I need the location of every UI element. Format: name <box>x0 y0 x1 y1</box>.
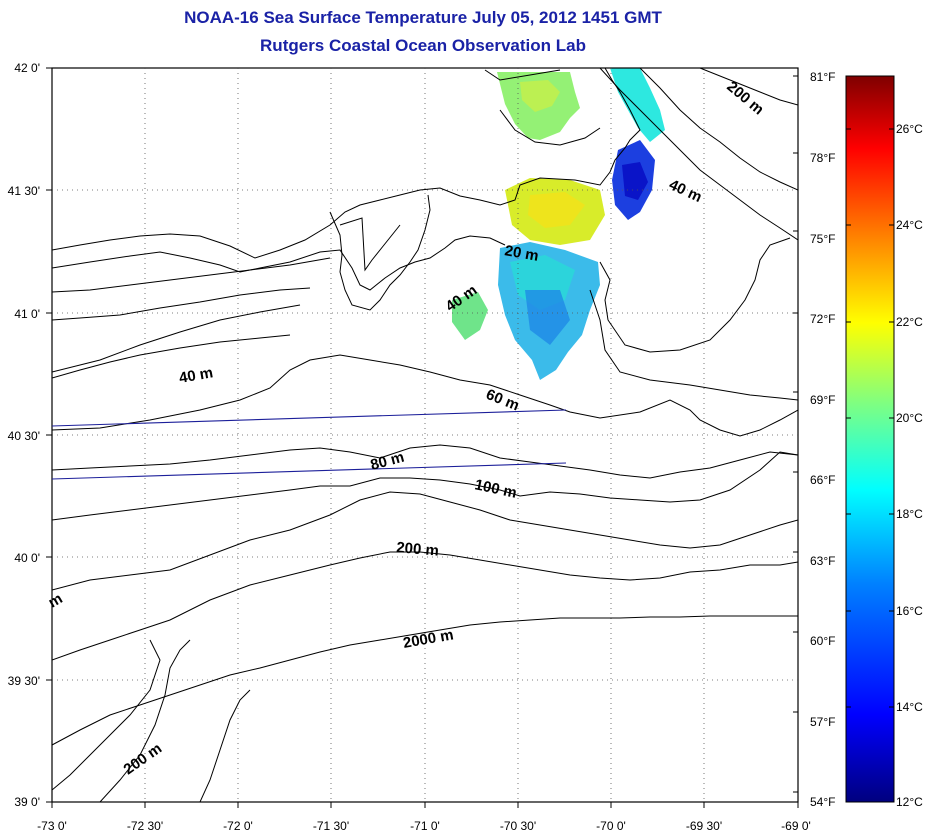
lon-label: -71 0' <box>410 819 440 833</box>
lon-label: -69 0' <box>781 819 811 833</box>
colorbar-c-label: 14°C <box>896 700 923 714</box>
contour-label: 2000 m <box>402 626 455 652</box>
map-subtitle: Rutgers Coastal Ocean Observation Lab <box>260 36 586 55</box>
lat-label: 39 30' <box>8 674 40 688</box>
contour-label: 200 m <box>723 78 767 118</box>
lon-label: -72 0' <box>223 819 253 833</box>
colorbar-f-label: 69°F <box>810 393 835 407</box>
sst-data-layer <box>452 68 665 380</box>
colorbar-f-label: 60°F <box>810 634 835 648</box>
lat-label: 41 0' <box>14 307 40 321</box>
colorbar-f-label: 81°F <box>810 70 835 84</box>
contour-labels: 200 m 40 m 20 m 40 m 40 m 60 m 80 m 100 … <box>46 78 767 778</box>
cross-shelf-lines <box>51 409 567 480</box>
contour-label: m <box>46 590 66 611</box>
contour-label: 200 m <box>121 740 166 778</box>
colorbar-c-label: 24°C <box>896 218 923 232</box>
axis-ticks <box>46 67 799 808</box>
contour-label: 80 m <box>369 449 406 474</box>
contour-label: 200 m <box>396 539 440 560</box>
lat-label: 40 0' <box>14 551 40 565</box>
lon-label: -71 30' <box>313 819 349 833</box>
colorbar: 81°F 78°F 75°F 72°F 69°F 66°F 63°F 60°F … <box>810 70 923 809</box>
colorbar-f-label: 66°F <box>810 473 835 487</box>
lat-label: 42 0' <box>14 61 40 75</box>
colorbar-f-label: 54°F <box>810 795 835 809</box>
colorbar-f-label: 63°F <box>810 554 835 568</box>
colorbar-c-label: 26°C <box>896 122 923 136</box>
colorbar-f-label: 78°F <box>810 151 835 165</box>
lon-label: -70 0' <box>596 819 626 833</box>
latitude-axis: 42 0' 41 30' 41 0' 40 30' 40 0' 39 30' 3… <box>8 61 40 809</box>
coastline-and-contours <box>52 68 798 802</box>
contour-label: 40 m <box>666 176 704 206</box>
colorbar-c-label: 16°C <box>896 604 923 618</box>
lon-label: -69 30' <box>686 819 722 833</box>
contour-label: 20 m <box>503 242 540 265</box>
contour-label: 60 m <box>484 386 522 415</box>
contour-label: 100 m <box>473 476 518 501</box>
longitude-axis: -73 0' -72 30' -72 0' -71 30' -71 0' -70… <box>37 819 811 833</box>
lon-label: -73 0' <box>37 819 67 833</box>
lon-label: -70 30' <box>500 819 536 833</box>
colorbar-c-label: 22°C <box>896 315 923 329</box>
colorbar-c-label: 18°C <box>896 507 923 521</box>
colorbar-c-label: 12°C <box>896 795 923 809</box>
colorbar-f-label: 75°F <box>810 232 835 246</box>
lat-label: 39 0' <box>14 795 40 809</box>
colorbar-f-label: 72°F <box>810 312 835 326</box>
map-title: NOAA-16 Sea Surface Temperature July 05,… <box>184 8 662 27</box>
lat-label: 41 30' <box>8 184 40 198</box>
colorbar-c-label: 20°C <box>896 411 923 425</box>
lon-label: -72 30' <box>127 819 163 833</box>
lat-label: 40 30' <box>8 429 40 443</box>
contour-label: 40 m <box>178 364 215 387</box>
fahrenheit-scale: 81°F 78°F 75°F 72°F 69°F 66°F 63°F 60°F … <box>810 70 835 809</box>
celsius-scale: 26°C 24°C 22°C 20°C 18°C 16°C 14°C 12°C <box>896 122 923 809</box>
map-frame <box>51 67 799 803</box>
colorbar-f-label: 57°F <box>810 715 835 729</box>
